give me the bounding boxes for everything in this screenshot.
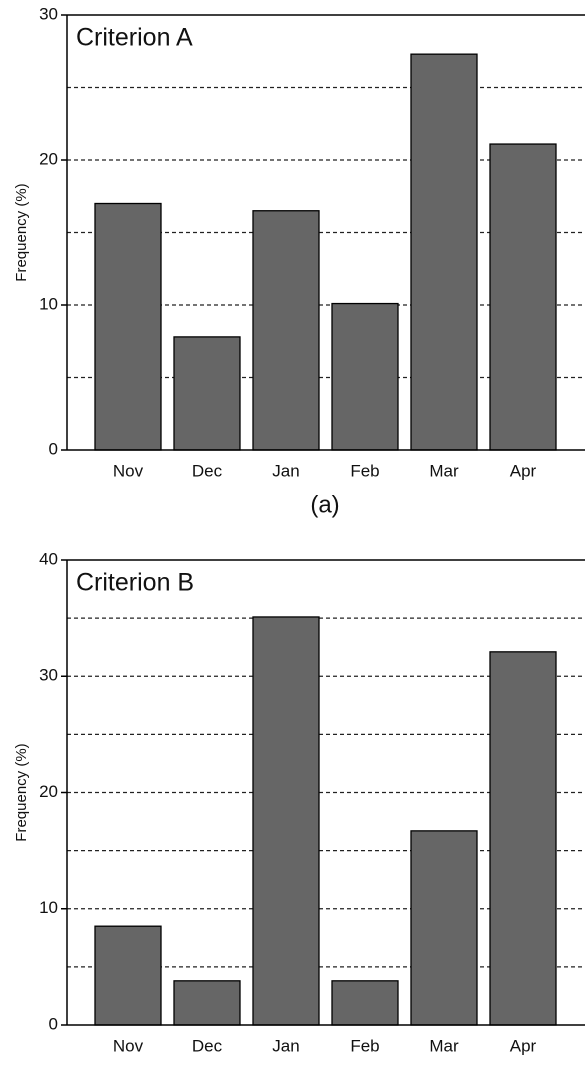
bar (331, 980, 399, 1026)
x-tick-label: Jan (272, 461, 299, 480)
panel-label: (a) (310, 491, 339, 518)
x-tick-label: Jan (272, 1036, 299, 1055)
y-tick-label: 0 (49, 1014, 58, 1033)
chart-title: Criterion B (76, 569, 194, 597)
x-tick-label: Mar (429, 1036, 459, 1055)
x-tick-label: Feb (350, 1036, 379, 1055)
x-tick-label: Dec (192, 461, 223, 480)
bar (94, 202, 162, 451)
bar (173, 980, 241, 1026)
bar (489, 143, 557, 451)
y-axis-label: Frequency (%) (13, 743, 30, 841)
bar (410, 830, 478, 1026)
y-tick-label: 20 (39, 149, 58, 168)
y-tick-label: 10 (39, 294, 58, 313)
x-tick-label: Mar (429, 461, 459, 480)
y-tick-label: 10 (39, 898, 58, 917)
bar (489, 651, 557, 1026)
bar (173, 336, 241, 451)
x-tick-label: Feb (350, 461, 379, 480)
bar (94, 925, 162, 1026)
bar (410, 53, 478, 451)
x-tick-label: Apr (510, 461, 537, 480)
x-tick-label: Nov (113, 1036, 144, 1055)
x-tick-label: Apr (510, 1036, 537, 1055)
x-tick-label: Dec (192, 1036, 223, 1055)
y-tick-label: 0 (49, 439, 58, 458)
y-tick-label: 20 (39, 782, 58, 801)
y-tick-label: 30 (39, 666, 58, 685)
bar (252, 616, 320, 1026)
y-tick-label: 30 (39, 4, 58, 23)
y-axis-label: Frequency (%) (13, 183, 30, 281)
bar (252, 210, 320, 451)
x-tick-label: Nov (113, 461, 144, 480)
y-tick-label: 40 (39, 549, 58, 568)
chart-title: Criterion A (76, 24, 193, 52)
bar (331, 302, 399, 451)
